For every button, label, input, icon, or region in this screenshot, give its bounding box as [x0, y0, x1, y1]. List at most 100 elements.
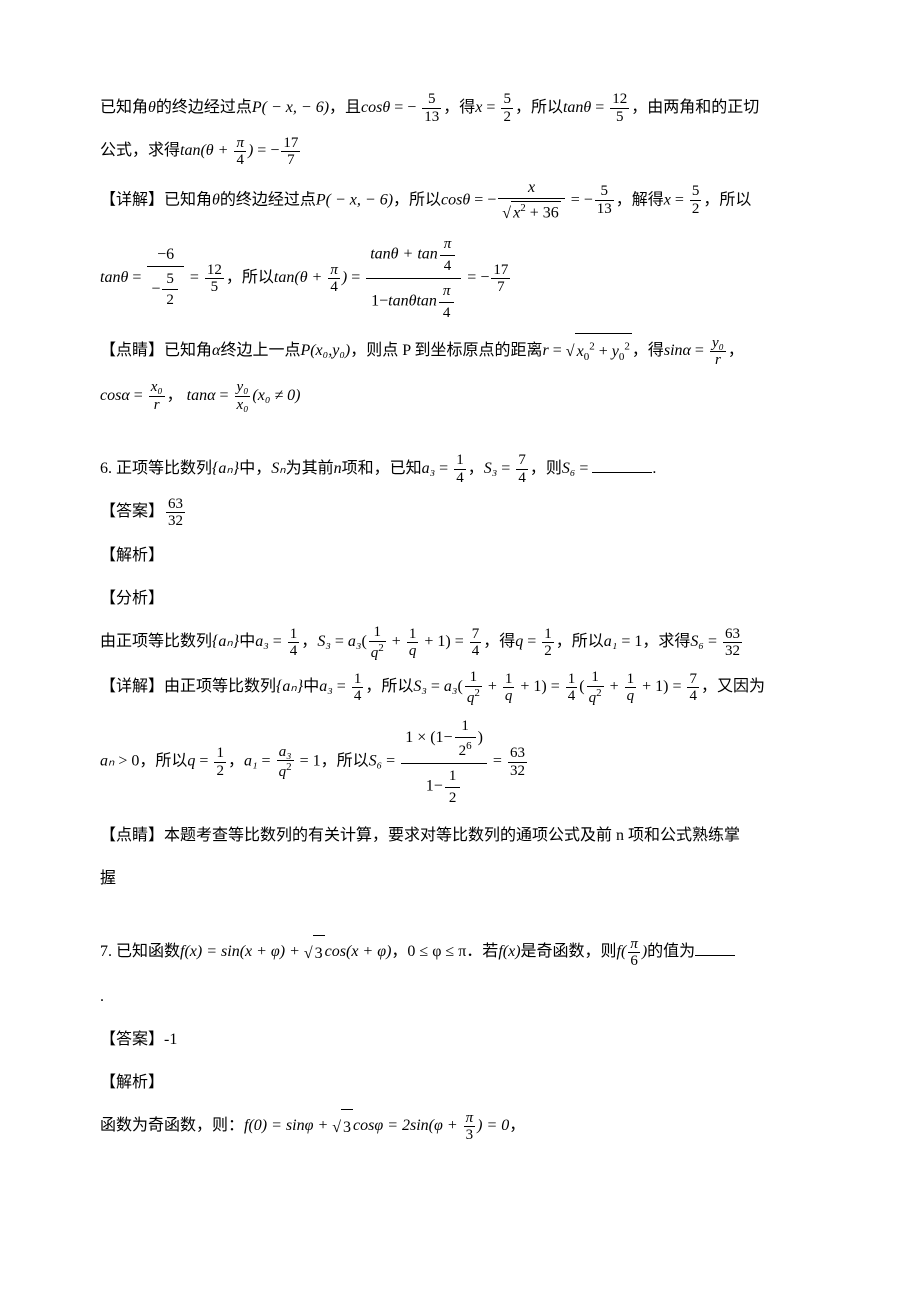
qnum: 6. — [100, 460, 116, 477]
eq: = — [497, 460, 514, 477]
label-fenxi: 【分析】 — [100, 581, 820, 616]
text: 为其前 — [286, 460, 334, 477]
text: ，所以 — [703, 191, 751, 208]
gap — [100, 904, 820, 934]
para-3: 【详解】已知角θ的终边经过点P( − x, − 6)，所以cosθ = −xx2… — [100, 177, 820, 225]
eq: = — [216, 387, 233, 404]
frac-12-5: 125 — [610, 91, 629, 125]
eq: = — [347, 269, 364, 286]
eq: = — [382, 753, 399, 770]
tana: tanα — [187, 387, 216, 404]
frac-y0-x0: y₀x₀ — [235, 379, 251, 413]
sqrt-x0y0: x02 + y02 — [566, 333, 632, 369]
text: 已知角 — [100, 99, 148, 116]
plus1: + 1) — [516, 678, 546, 695]
label-detail: 【详解】 — [100, 191, 164, 208]
text: 的终边经过点 — [156, 99, 252, 116]
point: P( − x, − 6) — [252, 99, 329, 116]
range: ，0 ≤ φ ≤ π — [391, 943, 466, 960]
val: 的值为 — [647, 943, 695, 960]
frac-pi-4: π4 — [328, 262, 340, 296]
frac-5-2: 52 — [690, 183, 702, 217]
frac-17-7: 177 — [491, 262, 510, 296]
frac-7-4: 74 — [470, 626, 482, 660]
frac-pi-3: π3 — [464, 1110, 476, 1144]
a1: a₁ — [604, 633, 618, 650]
theta: θ — [148, 99, 156, 116]
frac-1-4: 14 — [352, 671, 364, 705]
val: -1 — [164, 1031, 177, 1048]
an: {aₙ} — [276, 678, 303, 695]
label-dianjing: 【点睛】 — [100, 342, 164, 359]
plus: + — [388, 633, 405, 650]
theta: θ — [212, 191, 220, 208]
plus1: + 1) — [420, 633, 450, 650]
eq: = — [549, 342, 566, 359]
eq: = — [427, 678, 444, 695]
eq: = — [523, 633, 540, 650]
s3: S₃ — [413, 678, 427, 695]
fx: f(x) — [498, 943, 520, 960]
neg: − — [480, 269, 489, 286]
sqrt3: 3 — [304, 935, 325, 971]
neg: − — [407, 99, 420, 116]
eq: = — [489, 753, 506, 770]
comma: ， — [228, 753, 244, 770]
a1: a₁ — [244, 753, 258, 770]
text: ，解得 — [616, 191, 664, 208]
an: {aₙ} — [212, 633, 239, 650]
solve: ，求得 — [642, 633, 690, 650]
frac-1-2: 12 — [214, 745, 226, 779]
x: x — [664, 191, 671, 208]
text: ，且 — [329, 99, 361, 116]
answer-6: 【答案】6332 — [100, 494, 820, 529]
frac-s6-calc: 1 × (1−126)1−12 — [401, 714, 487, 810]
frac-7-4: 74 — [687, 671, 699, 705]
label-answer: 【答案】 — [100, 503, 164, 520]
text: ，由两角和的正切 — [631, 99, 759, 116]
so: ，所以 — [365, 678, 413, 695]
a3: a₃ — [422, 460, 436, 477]
text: 中 — [303, 678, 319, 695]
eq: = — [128, 269, 145, 286]
s6: S₆ — [690, 633, 704, 650]
eq: = — [130, 387, 147, 404]
frac-y0-r: y₀r — [710, 335, 726, 369]
comma: ， — [468, 460, 484, 477]
n: n — [334, 460, 342, 477]
comma: ， — [167, 387, 183, 404]
gap — [100, 421, 820, 451]
frac-12-5: 125 — [205, 262, 224, 296]
label-answer: 【答案】 — [100, 1031, 164, 1048]
eq: = — [333, 678, 350, 695]
text: 项和，已知 — [342, 460, 422, 477]
a3: a₃ — [444, 678, 458, 695]
an: {aₙ} — [212, 460, 239, 477]
s3: S₃ — [484, 460, 498, 477]
para-5: 【点睛】已知角α终边上一点P(x₀,y₀)，则点 P 到坐标原点的距离r = x… — [100, 333, 820, 370]
frac-pi-4: π4 — [234, 135, 246, 169]
blank-input[interactable] — [592, 458, 652, 473]
frac-1-qb: 1q — [625, 671, 637, 705]
open: ( — [361, 633, 366, 650]
frac-5-13: 513 — [422, 91, 441, 125]
eq: = − — [567, 191, 593, 208]
a3: a₃ — [255, 633, 269, 650]
fx: f(x) = sin(x + φ) + — [180, 943, 304, 960]
frac-1-q2: 1q2 — [465, 669, 482, 706]
text: ，所以 — [515, 99, 563, 116]
cond: (x₀ ≠ 0) — [252, 387, 300, 404]
a3: a₃ — [319, 678, 333, 695]
label-jiexi: 【解析】 — [100, 538, 820, 573]
sqrt3: 3 — [332, 1109, 353, 1145]
one: 1 — [313, 753, 321, 770]
frac-1-4: 14 — [288, 626, 300, 660]
neg: − — [270, 142, 279, 159]
text: 已知角 — [164, 342, 212, 359]
cos: cosθ — [361, 99, 390, 116]
question-7: 7. 已知函数f(x) = sin(x + φ) + 3cos(x + φ)，0… — [100, 934, 820, 970]
text: 中 — [239, 633, 255, 650]
point: P(x₀,y₀) — [300, 342, 350, 359]
frac-1-4b: 14 — [566, 671, 578, 705]
blank-input[interactable] — [695, 941, 735, 956]
